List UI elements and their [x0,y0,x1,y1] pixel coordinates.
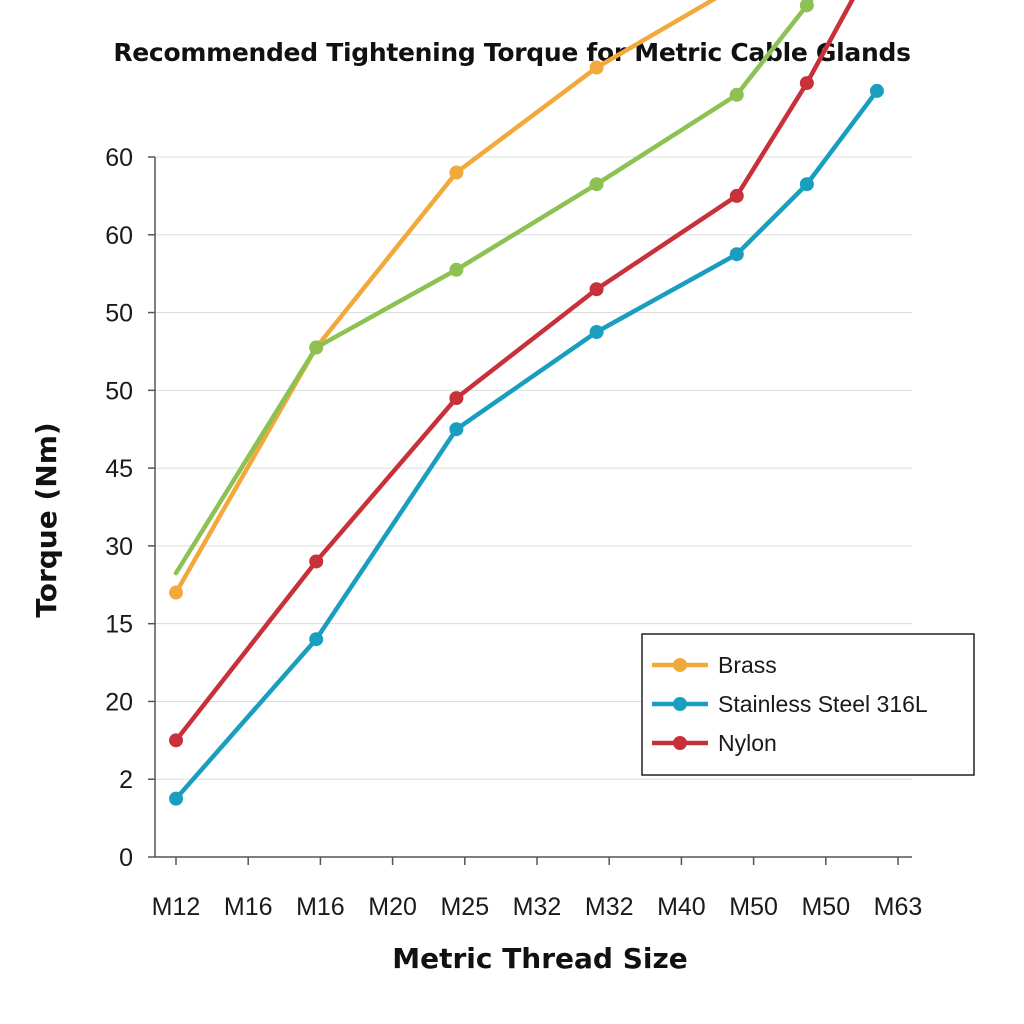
series-brass [169,0,718,600]
data-point [589,60,604,75]
series-line [173,0,718,595]
data-point [589,325,604,339]
axes [154,157,912,858]
legend-label: Stainless Steel 316L [718,691,928,717]
legend-swatch-marker [673,658,687,672]
x-tick-label: M20 [368,893,417,921]
x-axis-title: Metric Thread Size [392,942,688,975]
series-stainless-steel-316l [169,83,884,806]
data-point [309,632,324,647]
series [169,0,884,806]
x-tick-label: M16 [224,893,273,921]
data-point [169,585,184,600]
y-tick-label: 50 [105,377,133,405]
data-point [729,87,744,102]
y-tick-label: 15 [105,611,133,639]
y-tick-label: 45 [105,455,133,483]
grid [155,156,912,780]
x-tick-label: M16 [296,893,345,921]
data-point [169,791,184,806]
x-tick-label: M32 [513,893,562,921]
y-tick-label: 60 [105,144,133,172]
y-tick-label: 50 [105,300,133,328]
x-tick-label: M63 [874,893,923,921]
legend-swatch-marker [673,697,687,711]
data-point [309,554,324,569]
series-unlabeled [173,0,814,576]
data-point [449,391,464,406]
data-point [449,422,464,437]
legend-swatch-marker [673,736,687,750]
data-point [729,247,744,262]
y-ticks: 0 2 20 15 30 45 50 50 60 60 [105,144,155,872]
data-point [169,733,184,748]
y-tick-label: 20 [105,688,133,716]
x-tick-label: M25 [440,893,489,921]
y-tick-label: 2 [119,766,133,794]
data-point [799,0,814,13]
legend-label: Brass [718,652,777,678]
data-point [449,165,464,180]
data-point [449,262,464,277]
data-point [799,76,814,91]
data-point [869,83,884,98]
legend-label: Nylon [718,730,777,756]
x-tick-label: M50 [801,893,850,921]
data-point [799,177,814,192]
data-point [589,282,604,297]
y-tick-label: 30 [105,533,133,561]
series-line [173,0,855,743]
x-tick-label: M12 [152,893,201,921]
x-ticks: M12 M16 M16 M20 M25 M32 M32 M40 M50 M50 M63 [152,857,923,921]
legend: Brass Stainless Steel 316L Nylon [641,633,975,776]
y-tick-label: 0 [119,844,133,872]
x-tick-label: M50 [729,893,778,921]
data-point [309,340,324,355]
y-tick-label: 60 [105,222,133,250]
data-point [729,188,744,203]
x-tick-label: M40 [657,893,706,921]
x-tick-label: M32 [585,893,634,921]
series-nylon [169,0,855,748]
series-line [173,0,814,576]
data-point [589,177,604,192]
y-axis-title: Torque (Nm) [30,422,63,617]
